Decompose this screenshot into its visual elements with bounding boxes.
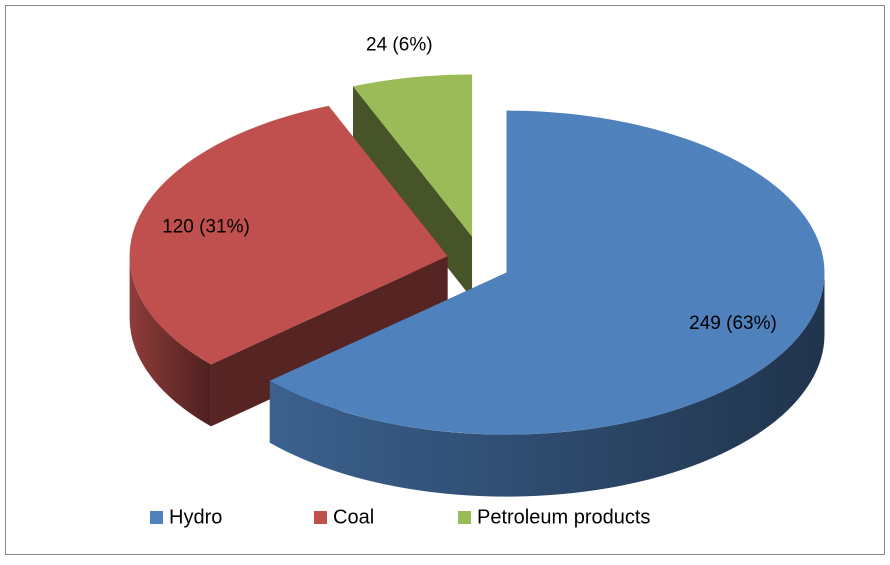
- slice: [353, 74, 473, 237]
- pie: [129, 74, 825, 497]
- slice: [269, 110, 825, 435]
- legend: Hydro Coal Petroleum products: [150, 506, 650, 528]
- slice-side: [353, 86, 473, 299]
- data-label: 24 (6%): [366, 35, 433, 56]
- legend-label: Hydro: [169, 506, 222, 528]
- data-label: 249 (63%): [689, 313, 777, 334]
- legend-label: Coal: [333, 506, 374, 528]
- labels: 24 (6%) 120 (31%) 249 (63%): [162, 35, 777, 334]
- legend-swatch: [314, 511, 327, 524]
- slice-wall: [129, 256, 211, 427]
- slice-wall: [269, 272, 825, 497]
- slice: [129, 105, 448, 365]
- legend-label: Petroleum products: [477, 506, 650, 528]
- data-label: 120 (31%): [162, 217, 250, 238]
- legend-swatch: [458, 511, 471, 524]
- legend-swatch: [150, 511, 163, 524]
